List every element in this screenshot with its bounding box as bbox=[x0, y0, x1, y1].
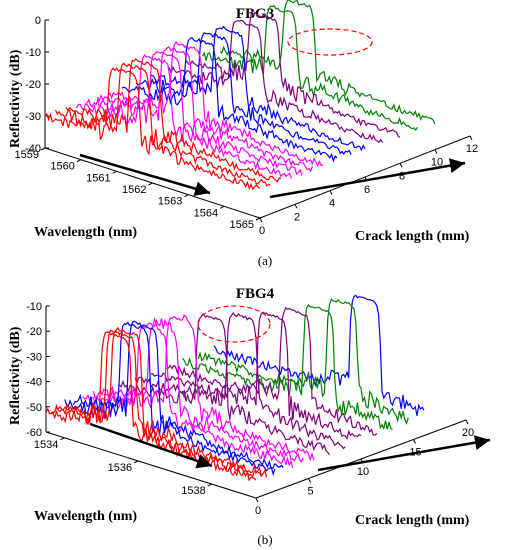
crack-tick-mark bbox=[255, 497, 259, 503]
wavelength-tick-label: 1534 bbox=[34, 439, 58, 451]
panel-b: FBG4 Reflectivity (dB) Wavelength (nm) C… bbox=[8, 286, 491, 547]
wavelength-tick-mark bbox=[148, 182, 153, 186]
spectrum-line bbox=[184, 11, 401, 138]
wavelength-tick-label: 1536 bbox=[108, 462, 132, 474]
crack-tick-label: 8 bbox=[399, 170, 405, 182]
spectrum-line bbox=[135, 32, 352, 156]
wavelength-tick-label: 1563 bbox=[158, 196, 182, 208]
z-tick-label: -10 bbox=[25, 47, 41, 59]
chart-title-b: FBG4 bbox=[236, 286, 275, 302]
spectrum-line bbox=[54, 62, 271, 187]
highlight-ellipse bbox=[197, 305, 271, 343]
spectrum-line bbox=[167, 19, 384, 144]
crack-tick-mark bbox=[413, 439, 416, 444]
crack-tick-label: 5 bbox=[307, 486, 313, 498]
crack-tick-label: 10 bbox=[357, 466, 369, 478]
crack-tick-mark bbox=[465, 419, 469, 425]
highlight-ellipse bbox=[287, 28, 373, 56]
spectrum-line bbox=[75, 54, 293, 179]
wavelength-tick-label: 1538 bbox=[181, 485, 205, 497]
wavelength-axis-line bbox=[45, 431, 257, 499]
wavelength-tick-label: 1562 bbox=[122, 184, 146, 196]
plot-layer-b: -10-20-30-40-50-6015341536153805101520 bbox=[26, 294, 491, 517]
spectrum-line bbox=[166, 306, 378, 436]
spectrum-line bbox=[201, 5, 419, 131]
crack-tick-label: 0 bbox=[259, 225, 265, 237]
z-tick-label: 0 bbox=[35, 15, 41, 27]
z-tick-label: -20 bbox=[25, 79, 41, 91]
crack-tick-mark bbox=[294, 204, 298, 209]
spectrum-line bbox=[45, 331, 257, 482]
crack-tick-label: 0 bbox=[255, 505, 261, 517]
z-tick-label: -20 bbox=[26, 326, 42, 338]
wavelength-tick-label: 1560 bbox=[50, 161, 74, 173]
crack-tick-mark bbox=[329, 190, 333, 195]
spectrum-line bbox=[65, 58, 282, 183]
crack-tick-label: 12 bbox=[466, 143, 478, 155]
direction-arrow bbox=[317, 435, 491, 472]
spectrum-line bbox=[213, 294, 425, 416]
wavelength-tick-mark bbox=[219, 205, 225, 209]
z-axis-label-b: Reflectivity (dB) bbox=[8, 326, 23, 425]
wavelength-axis-label-a: Wavelength (nm) bbox=[34, 225, 137, 240]
crack-axis-label-a: Crack length (mm) bbox=[355, 229, 470, 244]
spectrum-line bbox=[197, 298, 409, 426]
spectrum-line bbox=[72, 320, 284, 469]
panel-caption-a: (a) bbox=[258, 253, 272, 268]
panel-a: FBG3 Reflectivity (dB) Wavelength (nm) C… bbox=[8, 0, 478, 268]
spectrum-line bbox=[182, 303, 393, 431]
wavelength-tick-label: 1564 bbox=[194, 207, 218, 219]
wavelength-tick-label: 1559 bbox=[15, 149, 39, 161]
spectrum-line bbox=[149, 25, 366, 152]
crack-tick-mark bbox=[308, 478, 311, 483]
wavelength-tick-label: 1565 bbox=[230, 219, 254, 231]
spectrum-line bbox=[64, 321, 276, 476]
crack-tick-mark bbox=[434, 149, 438, 154]
wavelength-tick-mark bbox=[40, 147, 46, 151]
crack-tick-mark bbox=[399, 163, 403, 168]
z-axis-label-a: Reflectivity (dB) bbox=[8, 49, 23, 148]
z-tick-label: -40 bbox=[26, 377, 42, 389]
direction-arrow bbox=[269, 158, 466, 199]
spectrum-line bbox=[134, 311, 346, 450]
wavelength-tick-mark bbox=[60, 437, 65, 441]
wavelength-tick-mark bbox=[133, 460, 139, 464]
wavelength-axis-label-b: Wavelength (nm) bbox=[34, 509, 137, 524]
wavelength-tick-mark bbox=[184, 194, 189, 198]
z-tick-label: -30 bbox=[25, 111, 41, 123]
crack-tick-label: 10 bbox=[431, 157, 443, 169]
wavelength-tick-mark bbox=[76, 159, 82, 163]
spectrum-line bbox=[86, 50, 303, 176]
direction-arrow bbox=[89, 422, 213, 469]
crack-tick-mark bbox=[259, 217, 263, 223]
crack-tick-label: 20 bbox=[462, 427, 474, 439]
spectrum-line bbox=[121, 36, 338, 163]
wavelength-tick-mark bbox=[207, 483, 213, 487]
crack-tick-label: 2 bbox=[294, 211, 300, 223]
panel-caption-b: (b) bbox=[257, 532, 272, 547]
z-tick-label: -30 bbox=[26, 351, 42, 363]
crack-axis-label-b: Crack length (mm) bbox=[355, 513, 470, 528]
chart-title-a: FBG3 bbox=[236, 6, 274, 22]
crack-tick-label: 6 bbox=[364, 184, 370, 196]
spectrum-line bbox=[150, 311, 362, 440]
spectrum-line bbox=[44, 67, 261, 191]
crack-tick-label: 4 bbox=[329, 198, 335, 210]
spectrum-line bbox=[219, 0, 436, 124]
direction-arrow bbox=[79, 153, 211, 196]
z-tick-label: -50 bbox=[26, 402, 42, 414]
crack-tick-mark bbox=[469, 135, 473, 141]
wavelength-tick-mark bbox=[255, 217, 261, 221]
wavelength-tick-mark bbox=[112, 170, 117, 174]
wavelength-tick-label: 1561 bbox=[86, 172, 110, 184]
z-tick-label: -10 bbox=[26, 301, 42, 313]
z-tick-label: -40 bbox=[25, 143, 41, 155]
spectrum-line bbox=[56, 326, 268, 478]
z-tick-label: -60 bbox=[26, 427, 42, 439]
